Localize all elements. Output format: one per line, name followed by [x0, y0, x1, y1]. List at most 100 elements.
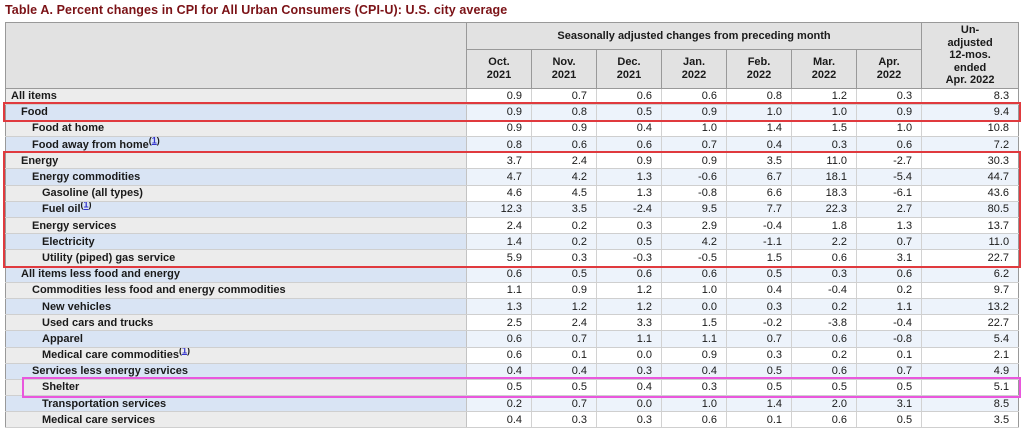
monthly-change-cell: 2.4: [466, 217, 532, 235]
table-row: Gasoline (all types) 4.6 4.5 1.3 -0.8 6.6 18.3…: [5, 185, 1019, 202]
monthly-change-cell: 0.1: [531, 347, 597, 364]
monthly-change-cell: 0.3: [791, 136, 857, 154]
monthly-change-cell: 0.9: [531, 120, 597, 138]
monthly-change-cell: 7.7: [726, 201, 792, 219]
monthly-change-cell: 1.5: [791, 120, 857, 138]
table-row: Food at home 0.9 0.9 0.4 1.0 1.4 1.5 1.0 10.8: [5, 120, 1019, 138]
monthly-change-cell: 1.2: [596, 282, 662, 299]
unadjusted-12mo-cell: 2.1: [921, 347, 1019, 364]
monthly-change-cell: 0.1: [855, 347, 922, 364]
monthly-change-cell: 0.7: [726, 330, 792, 348]
monthly-change-cell: 4.2: [531, 168, 597, 186]
unadjusted-12mo-cell: 13.2: [921, 298, 1019, 316]
table-row: Utility (piped) gas service 5.9 0.3 -0.3 -0.…: [5, 249, 1019, 267]
monthly-change-cell: -2.4: [596, 201, 662, 219]
monthly-change-cell: 0.0: [661, 298, 727, 316]
monthly-change-cell: 6.6: [726, 185, 792, 202]
footnote-link[interactable]: 1: [181, 347, 187, 356]
table-row: Energy commodities 4.7 4.2 1.3 -0.6 6.7 18.1 -5…: [5, 168, 1019, 186]
monthly-change-cell: 0.2: [791, 347, 857, 364]
table-body: All items 0.9 0.7 0.6 0.6 0.8 1.2 0.3 8.3 Food 0.9…: [5, 88, 1019, 429]
monthly-change-cell: 1.3: [596, 185, 662, 202]
monthly-change-cell: 0.3: [531, 249, 597, 267]
monthly-change-cell: 1.3: [596, 168, 662, 186]
monthly-change-cell: 18.1: [791, 168, 857, 186]
monthly-change-cell: 1.0: [661, 282, 727, 299]
cpi-table: Seasonally adjusted changes from precedi…: [5, 22, 1020, 429]
monthly-change-cell: 1.0: [661, 395, 727, 413]
monthly-change-cell: 4.7: [466, 168, 532, 186]
monthly-change-cell: 3.5: [726, 152, 792, 170]
monthly-change-cell: 0.6: [791, 411, 857, 429]
unadjusted-12mo-header: Un- adjusted 12-mos. ended Apr. 2022: [921, 22, 1019, 89]
table-row: Electricity 1.4 0.2 0.5 4.2 -1.1 2.2 0.7 11.0: [5, 233, 1019, 251]
monthly-change-cell: 0.8: [726, 88, 792, 105]
monthly-change-cell: 0.3: [596, 363, 662, 380]
monthly-change-cell: 1.0: [791, 104, 857, 121]
monthly-change-cell: 3.5: [531, 201, 597, 219]
monthly-change-cell: -5.4: [855, 168, 922, 186]
monthly-change-cell: 0.0: [596, 395, 662, 413]
monthly-change-cell: 0.8: [466, 136, 532, 154]
row-label: Apparel: [42, 332, 83, 345]
table-row: Commodities less food and energy commodi…: [5, 282, 1019, 299]
unadjusted-12mo-cell: 43.6: [921, 185, 1019, 202]
row-label: Food at home: [32, 122, 105, 135]
month-column-header: Feb. 2022: [726, 49, 792, 89]
table-row: Energy 3.7 2.4 0.9 0.9 3.5 11.0 -2.7 30.3: [5, 152, 1019, 170]
monthly-change-cell: 0.5: [726, 363, 792, 380]
unadjusted-12mo-cell: 8.3: [921, 88, 1019, 105]
month-header-row: Oct. 2021 Nov. 2021 Dec. 2021 Jan. 2022 Feb.…: [6, 49, 1019, 89]
monthly-change-cell: 0.4: [661, 363, 727, 380]
row-label: Used cars and trucks: [42, 316, 154, 329]
footnote-marker: (1): [148, 136, 160, 145]
table-row: Transportation services 0.2 0.7 0.0 1.0 1.4 2.…: [5, 395, 1019, 413]
unadjusted-12mo-cell: 8.5: [921, 395, 1019, 413]
monthly-change-cell: 1.1: [466, 282, 532, 299]
monthly-change-cell: 0.6: [661, 411, 727, 429]
monthly-change-cell: -3.8: [791, 314, 857, 332]
unadjusted-12mo-cell: 5.4: [921, 330, 1019, 348]
monthly-change-cell: 0.7: [855, 363, 922, 380]
unadjusted-12mo-cell: 6.2: [921, 266, 1019, 283]
monthly-change-cell: 0.8: [531, 104, 597, 121]
monthly-change-cell: 3.3: [596, 314, 662, 332]
monthly-change-cell: 0.9: [661, 104, 727, 121]
monthly-change-cell: 0.7: [855, 233, 922, 251]
table-row: Medical care services 0.4 0.3 0.3 0.6 0.1 0.6 0…: [5, 411, 1019, 429]
footnote-link[interactable]: 1: [151, 136, 157, 145]
monthly-change-cell: 1.0: [726, 104, 792, 121]
monthly-change-cell: 0.2: [855, 282, 922, 299]
table-row: Used cars and trucks 2.5 2.4 3.3 1.5 -0.2 -3.8…: [5, 314, 1019, 332]
month-column-header: Dec. 2021: [596, 49, 662, 89]
monthly-change-cell: 2.7: [855, 201, 922, 219]
monthly-change-cell: 0.6: [531, 136, 597, 154]
monthly-change-cell: 22.3: [791, 201, 857, 219]
monthly-change-cell: 0.5: [596, 104, 662, 121]
table-row: Services less energy services 0.4 0.4 0.3 0.…: [5, 363, 1019, 380]
monthly-change-cell: 0.5: [726, 379, 792, 397]
monthly-change-cell: 0.4: [596, 379, 662, 397]
monthly-change-cell: 5.9: [466, 249, 532, 267]
monthly-change-cell: -1.1: [726, 233, 792, 251]
row-label: Transportation services: [42, 397, 167, 410]
table-row: Apparel 0.6 0.7 1.1 1.1 0.7 0.6 -0.8 5.4: [5, 330, 1019, 348]
footnote-link[interactable]: 1: [83, 201, 89, 210]
monthly-change-cell: 0.3: [531, 411, 597, 429]
unadjusted-12mo-cell: 9.7: [921, 282, 1019, 299]
row-label: Electricity: [42, 235, 95, 248]
monthly-change-cell: 1.2: [596, 298, 662, 316]
table-row: Food away from home(1) 0.8 0.6 0.6 0.7 0.4 0.3…: [5, 136, 1019, 154]
monthly-change-cell: 0.5: [531, 379, 597, 397]
stub-header-cell: [5, 22, 467, 89]
monthly-change-cell: 11.0: [791, 152, 857, 170]
monthly-change-cell: 2.0: [791, 395, 857, 413]
monthly-change-cell: 4.2: [661, 233, 727, 251]
monthly-change-cell: 0.3: [596, 217, 662, 235]
monthly-change-cell: -0.4: [791, 282, 857, 299]
monthly-change-cell: 6.7: [726, 168, 792, 186]
monthly-change-cell: -0.8: [855, 330, 922, 348]
table-row: All items 0.9 0.7 0.6 0.6 0.8 1.2 0.3 8.3: [5, 88, 1019, 105]
monthly-change-cell: 3.1: [855, 395, 922, 413]
monthly-change-cell: 0.6: [791, 249, 857, 267]
